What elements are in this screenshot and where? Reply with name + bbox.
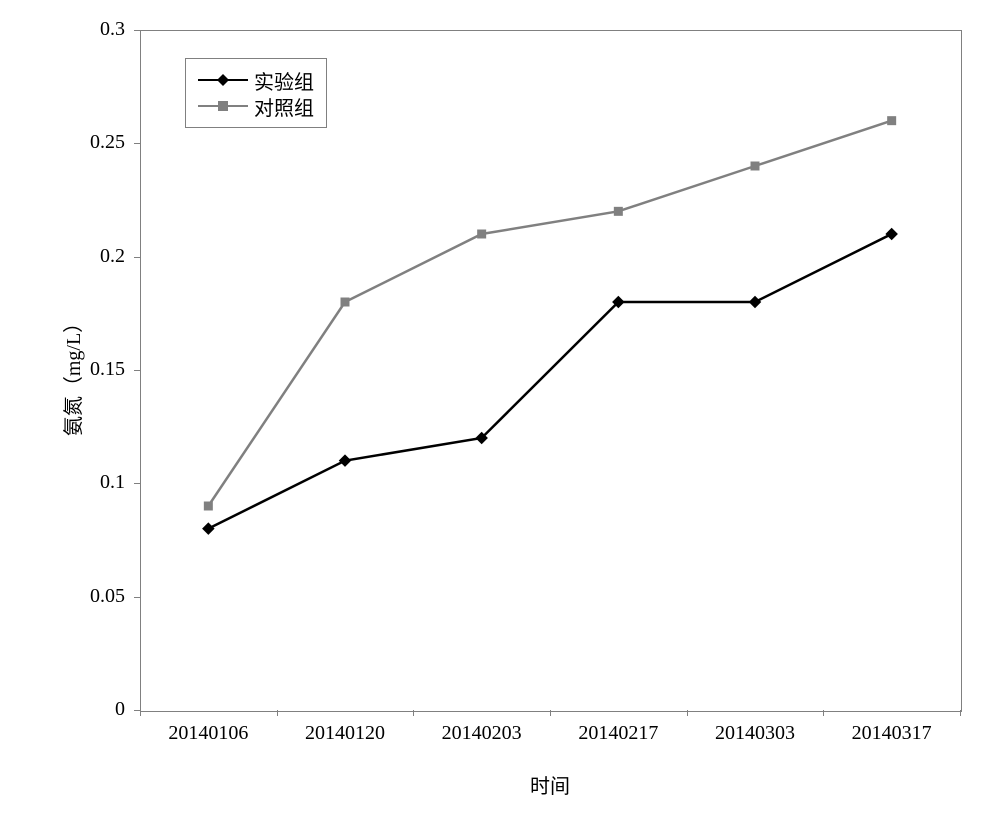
x-tick-label: 20140217 bbox=[548, 722, 688, 745]
y-tick-label: 0.3 bbox=[45, 18, 125, 41]
x-tick-mark bbox=[823, 710, 824, 716]
series-marker bbox=[341, 298, 350, 307]
y-tick-label: 0.25 bbox=[45, 131, 125, 154]
x-tick-mark bbox=[413, 710, 414, 716]
y-tick-label: 0.05 bbox=[45, 585, 125, 608]
series-marker bbox=[339, 454, 352, 467]
legend-label: 对照组 bbox=[254, 92, 314, 121]
legend-label: 实验组 bbox=[254, 66, 314, 95]
series-marker bbox=[202, 522, 215, 535]
x-axis-label: 时间 bbox=[500, 770, 600, 799]
y-tick-mark bbox=[134, 143, 140, 144]
x-tick-mark bbox=[140, 710, 141, 716]
x-tick-mark bbox=[277, 710, 278, 716]
chart-svg bbox=[0, 0, 1000, 828]
square-icon bbox=[217, 100, 229, 112]
legend-item-experimental: 实验组 bbox=[198, 67, 314, 93]
legend: 实验组 对照组 bbox=[185, 58, 327, 128]
chart-container: 00.050.10.150.20.250.3 20140106201401202… bbox=[0, 0, 1000, 828]
series-marker bbox=[887, 116, 896, 125]
x-tick-label: 20140120 bbox=[275, 722, 415, 745]
series-marker bbox=[751, 162, 760, 171]
x-tick-mark bbox=[550, 710, 551, 716]
series-line bbox=[208, 121, 891, 506]
series-marker bbox=[614, 207, 623, 216]
series-marker bbox=[204, 502, 213, 511]
series-marker bbox=[885, 228, 898, 241]
y-tick-mark bbox=[134, 483, 140, 484]
y-tick-label: 0.2 bbox=[45, 245, 125, 268]
diamond-icon bbox=[217, 74, 229, 86]
y-tick-label: 0.1 bbox=[45, 471, 125, 494]
legend-item-control: 对照组 bbox=[198, 93, 314, 119]
series-marker bbox=[477, 230, 486, 239]
x-tick-mark bbox=[687, 710, 688, 716]
x-tick-label: 20140317 bbox=[822, 722, 962, 745]
series-marker bbox=[749, 296, 762, 309]
x-tick-label: 20140303 bbox=[685, 722, 825, 745]
y-tick-mark bbox=[134, 257, 140, 258]
y-tick-mark bbox=[134, 30, 140, 31]
series-line bbox=[208, 234, 891, 529]
y-tick-mark bbox=[134, 370, 140, 371]
x-tick-label: 20140203 bbox=[412, 722, 552, 745]
y-tick-label: 0 bbox=[45, 698, 125, 721]
x-tick-mark bbox=[960, 710, 961, 716]
y-axis-label: 氨氮（mg/L） bbox=[57, 313, 86, 436]
x-tick-label: 20140106 bbox=[138, 722, 278, 745]
y-tick-mark bbox=[134, 597, 140, 598]
